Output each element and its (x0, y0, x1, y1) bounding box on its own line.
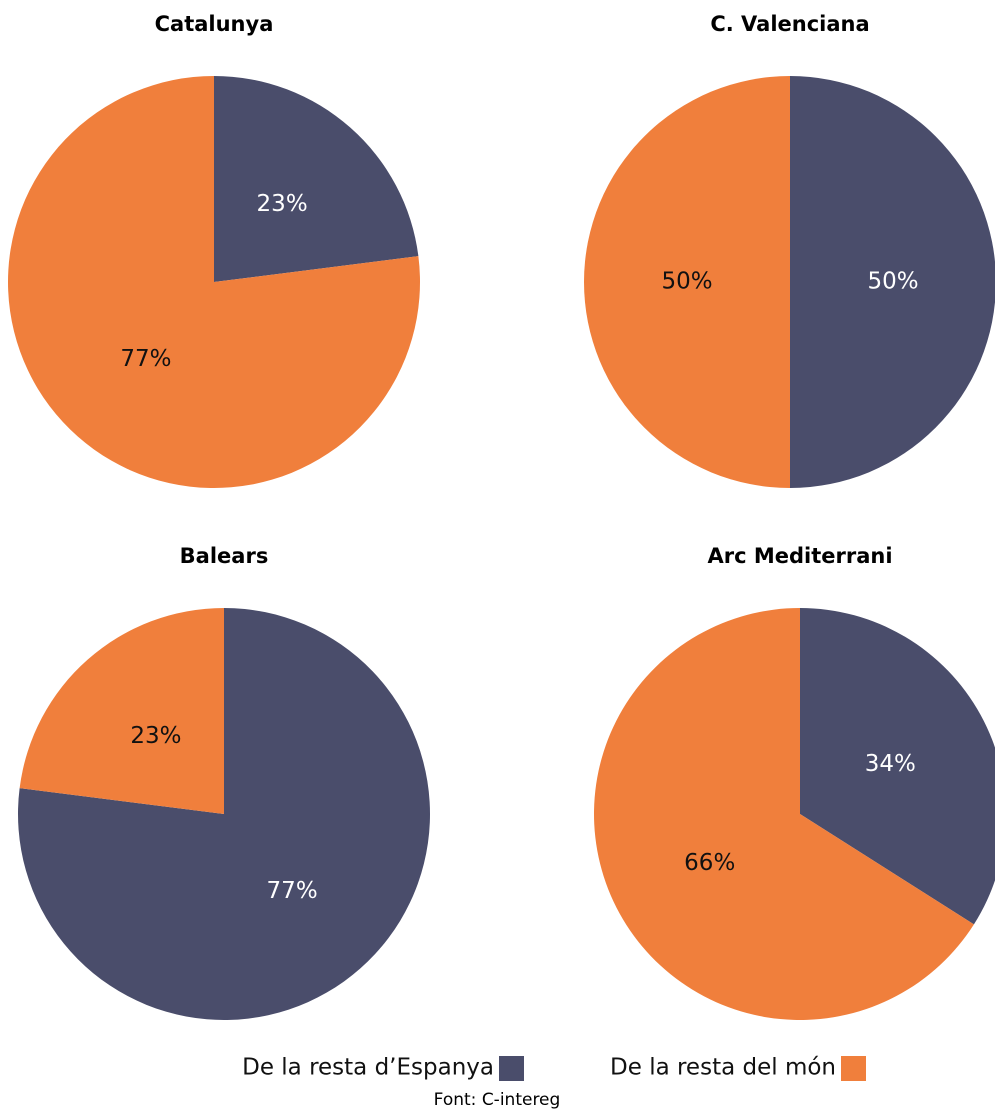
data-label: 77% (267, 878, 318, 904)
data-label: 66% (684, 850, 735, 876)
pie-slice (214, 76, 419, 282)
chart-title: Catalunya (155, 12, 274, 36)
data-label: 50% (661, 269, 712, 295)
pie-slice (800, 608, 995, 925)
data-label: 77% (120, 346, 171, 372)
legend-swatch (841, 1056, 866, 1081)
chart-title: Arc Mediterrani (707, 544, 892, 568)
data-label: 23% (257, 191, 308, 217)
pie-slice (19, 608, 224, 814)
pie-slice (584, 76, 790, 488)
pie-slice (594, 608, 974, 1021)
data-label: 34% (865, 751, 916, 777)
chart-title: Balears (180, 544, 269, 568)
data-label: 23% (130, 723, 181, 749)
pie-slice (8, 76, 421, 488)
legend-swatch (499, 1056, 524, 1081)
pie-slice (790, 76, 995, 488)
pie-slice (17, 608, 430, 1021)
source: Font: C-intereg (434, 1090, 561, 1110)
data-label: 50% (867, 269, 918, 295)
legend-label: De la resta d’Espanya (242, 1055, 494, 1081)
chart-title: C. Valenciana (710, 12, 869, 36)
legend-label: De la resta del món (610, 1055, 836, 1081)
